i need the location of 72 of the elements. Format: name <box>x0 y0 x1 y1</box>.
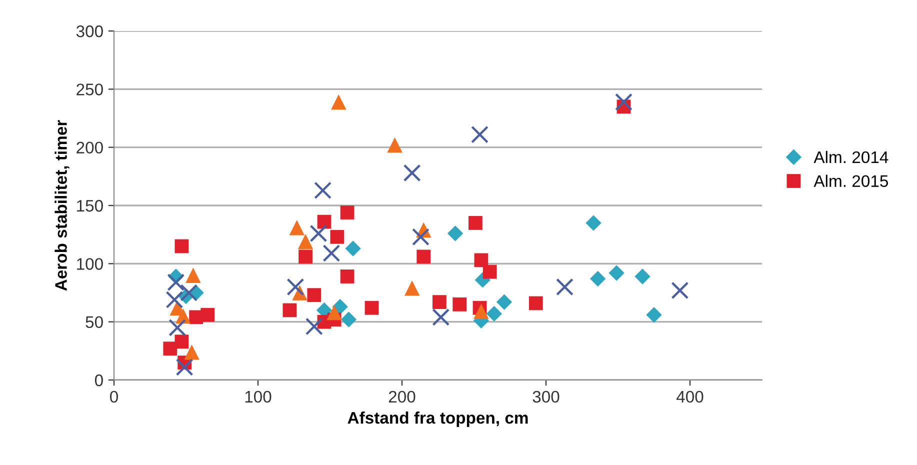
point <box>432 295 446 309</box>
point <box>608 265 624 281</box>
point <box>174 239 189 254</box>
x-tick-label: 300 <box>532 390 560 403</box>
point <box>474 253 488 268</box>
point <box>471 126 489 144</box>
y-tick-label: 150 <box>77 200 103 212</box>
point <box>322 244 340 262</box>
point <box>167 274 185 292</box>
point <box>432 308 450 326</box>
point <box>186 268 201 283</box>
point <box>671 282 689 300</box>
x-axis-title: Afstand fra toppen, cm <box>348 412 528 428</box>
point <box>289 220 305 236</box>
point <box>310 224 328 242</box>
point <box>468 216 482 230</box>
x-tick-label: 0 <box>110 390 118 403</box>
point <box>189 310 204 324</box>
y-tick-label: 200 <box>76 142 103 154</box>
point <box>496 294 512 310</box>
point <box>447 226 464 242</box>
point <box>403 164 421 182</box>
y-tick-label: 0 <box>94 374 103 386</box>
point <box>305 318 323 336</box>
y-tick-label: 50 <box>86 316 103 328</box>
y-axis-title: Aerob stabilitet, timer <box>54 120 70 291</box>
point <box>615 93 633 111</box>
y-tick-label: 100 <box>77 258 103 270</box>
point <box>364 300 379 315</box>
point <box>340 312 357 328</box>
point <box>586 215 602 231</box>
point <box>176 358 194 376</box>
point <box>298 234 314 250</box>
point <box>482 264 497 279</box>
point <box>340 270 354 284</box>
point <box>180 284 198 302</box>
point <box>330 230 344 244</box>
legend-label: Alm. 2014 <box>814 150 888 164</box>
legend-label: Alm. 2015 <box>814 174 888 188</box>
point <box>326 304 342 320</box>
x-tick-label: 400 <box>676 390 704 403</box>
point <box>474 304 489 320</box>
point <box>556 278 574 296</box>
point <box>387 137 402 153</box>
point <box>307 288 322 302</box>
point <box>175 308 191 324</box>
x-tick-label: 200 <box>388 390 416 403</box>
point <box>331 94 346 110</box>
point <box>412 228 430 246</box>
point <box>163 342 178 356</box>
point <box>634 268 650 284</box>
y-tick-label: 300 <box>76 25 103 38</box>
point <box>184 344 200 360</box>
point <box>646 306 662 323</box>
point <box>286 278 304 296</box>
point <box>166 290 184 308</box>
point <box>317 214 332 229</box>
point <box>340 206 354 220</box>
point <box>174 334 189 349</box>
point <box>314 182 332 200</box>
point <box>416 250 431 264</box>
point <box>452 297 467 312</box>
point <box>528 296 543 310</box>
point <box>282 303 297 318</box>
x-tick-label: 100 <box>245 390 272 403</box>
point <box>298 250 312 264</box>
point <box>168 318 186 336</box>
point <box>404 280 420 296</box>
point <box>486 306 502 322</box>
y-tick-label: 250 <box>76 84 103 96</box>
point <box>590 270 606 287</box>
point <box>345 240 361 256</box>
